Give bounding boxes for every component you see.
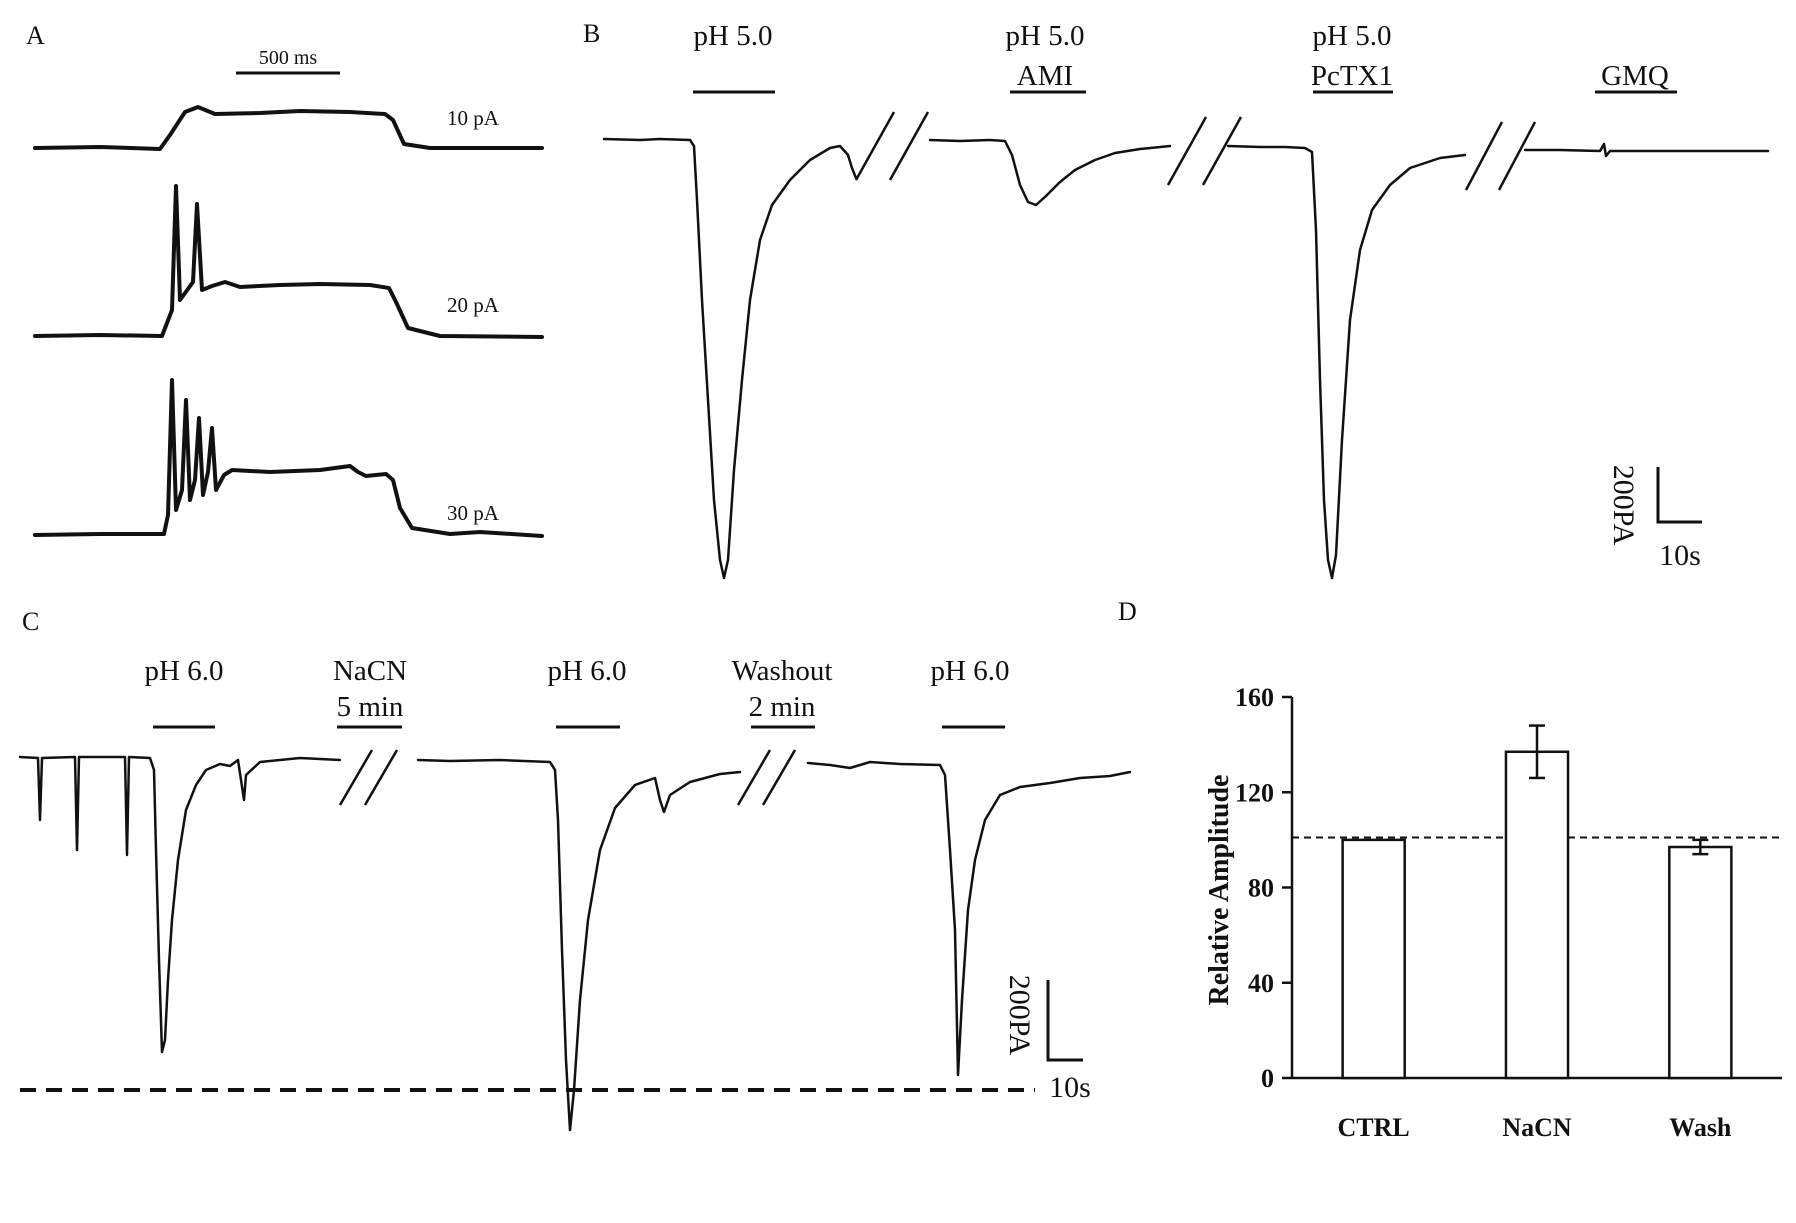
panel-a-trace-label-10pa: 10 pA [447, 106, 500, 130]
panel-a-trace-20pa [33, 184, 544, 339]
bar-chart: 0 40 80 120 160 CTRL NaCN Wash [1235, 683, 1782, 1142]
y-axis-label: Relative Amplitude [1204, 775, 1235, 1006]
y-tick-label: 80 [1248, 874, 1274, 903]
bar-ctrl [1341, 838, 1406, 1080]
panel-c-label-nacn-duration: 5 min [337, 691, 404, 723]
panel-b-trace-4 [1523, 142, 1770, 158]
panel-c-label-washout: Washout [732, 655, 833, 687]
panel-b: B pH 5.0 pH 5.0 AMI pH 5.0 PcTX1 GMQ 200… [583, 19, 1770, 580]
panel-a: A 500 ms 10 pA 20 pA 30 pA [26, 21, 544, 538]
panel-c-break-marks [338, 749, 797, 806]
y-tick-label: 120 [1235, 778, 1274, 807]
x-tick-label: CTRL [1338, 1113, 1410, 1142]
panel-c-scale-bar [1046, 980, 1083, 1062]
panel-c-label-nacn: NaCN [333, 655, 407, 687]
panel-c-trace-3 [806, 760, 1132, 1077]
panel-c-label: C [22, 607, 39, 636]
panel-c-trace-1 [18, 755, 342, 1054]
y-tick-label: 40 [1248, 969, 1274, 998]
panel-b-trace-2 [928, 138, 1172, 207]
x-tick-label: NaCN [1502, 1113, 1572, 1142]
panel-c-label-ph6-1: pH 6.0 [145, 655, 224, 687]
bar-wash [1668, 845, 1733, 1080]
y-tick-label: 0 [1261, 1064, 1274, 1093]
panel-c-scale-y-label: 200PA [1003, 975, 1036, 1056]
panel-b-break-marks [854, 111, 1537, 191]
panel-a-time-scale-label: 500 ms [259, 47, 318, 69]
panel-c-label-washout-duration: 2 min [749, 691, 816, 723]
panel-c-trace-2 [416, 758, 742, 1132]
panel-c-label-ph6-2: pH 6.0 [548, 655, 627, 687]
panel-b-label-ph5-1: pH 5.0 [694, 20, 773, 52]
panel-b-scale-y-label: 200PA [1607, 465, 1640, 546]
panel-a-trace-label-20pa: 20 pA [447, 293, 500, 317]
panel-a-trace-10pa [33, 105, 544, 151]
panel-b-label-gmq: GMQ [1601, 60, 1669, 92]
panel-c-label-ph6-3: pH 6.0 [931, 655, 1010, 687]
panel-b-label-pctx1: PcTX1 [1311, 60, 1393, 92]
panel-c: C pH 6.0 NaCN 5 min pH 6.0 Washout 2 min… [18, 607, 1132, 1132]
bar-nacn [1504, 750, 1570, 1080]
panel-b-trace-1 [602, 137, 858, 580]
panel-d-label: D [1118, 597, 1137, 626]
panel-a-label: A [26, 21, 45, 50]
panel-b-trace-3 [1226, 144, 1467, 580]
panel-b-scale-x-label: 10s [1659, 539, 1701, 572]
panel-a-trace-label-30pa: 30 pA [447, 501, 500, 525]
y-tick-label: 160 [1235, 683, 1274, 712]
panel-b-label-ph5-3: pH 5.0 [1313, 20, 1392, 52]
panel-b-label-ph5-2: pH 5.0 [1006, 20, 1085, 52]
panel-d: D Relative Amplitude 0 40 80 120 160 CTRL NaCN… [1118, 597, 1782, 1142]
panel-b-scale-bar [1656, 467, 1702, 524]
panel-b-label-ami: AMI [1017, 60, 1073, 92]
panel-b-label: B [583, 19, 600, 48]
x-tick-label: Wash [1669, 1113, 1732, 1142]
panel-a-trace-30pa [33, 378, 544, 538]
panel-c-scale-x-label: 10s [1049, 1071, 1091, 1104]
